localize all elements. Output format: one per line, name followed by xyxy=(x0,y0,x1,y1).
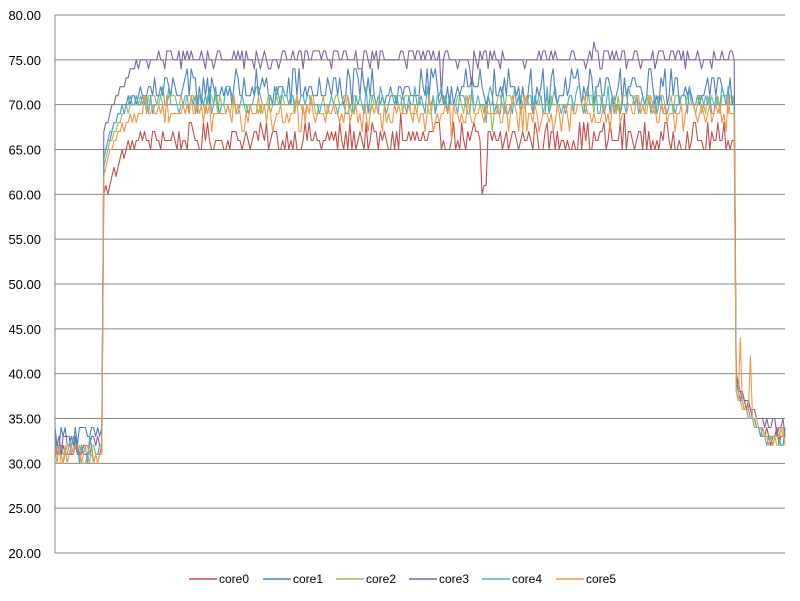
legend-label-core1: core1 xyxy=(293,572,323,586)
legend-label-core5: core5 xyxy=(586,572,616,586)
y-tick-label: 35.00 xyxy=(8,412,41,427)
legend: core0 core1 core2 core3 core4 core5 xyxy=(189,572,616,586)
axes xyxy=(54,15,785,554)
y-tick-label: 70.00 xyxy=(8,98,41,113)
y-tick-label: 55.00 xyxy=(8,232,41,247)
series-line-core3 xyxy=(54,41,786,455)
y-tick-label: 45.00 xyxy=(8,322,41,337)
legend-label-core2: core2 xyxy=(366,572,396,586)
y-tick-label: 30.00 xyxy=(8,456,41,471)
y-tick-label: 75.00 xyxy=(8,53,41,68)
legend-label-core4: core4 xyxy=(512,572,542,586)
y-tick-label: 25.00 xyxy=(8,501,41,516)
y-tick-label: 65.00 xyxy=(8,143,41,158)
y-tick-label: 50.00 xyxy=(8,277,41,292)
series-line-core5 xyxy=(54,95,786,464)
y-tick-label: 40.00 xyxy=(8,367,41,382)
series-line-core0 xyxy=(54,113,785,455)
legend-label-core0: core0 xyxy=(219,572,249,586)
y-axis-tick-labels: 80.00 75.00 70.00 65.00 60.00 55.00 50.00 45.00… xyxy=(8,8,41,561)
y-tick-label: 80.00 xyxy=(8,8,41,23)
y-tick-label: 60.00 xyxy=(8,187,41,202)
series-line-core1 xyxy=(54,68,786,446)
y-tick-label: 20.00 xyxy=(8,546,41,561)
legend-label-core3: core3 xyxy=(439,572,469,586)
series-lines xyxy=(54,41,786,464)
